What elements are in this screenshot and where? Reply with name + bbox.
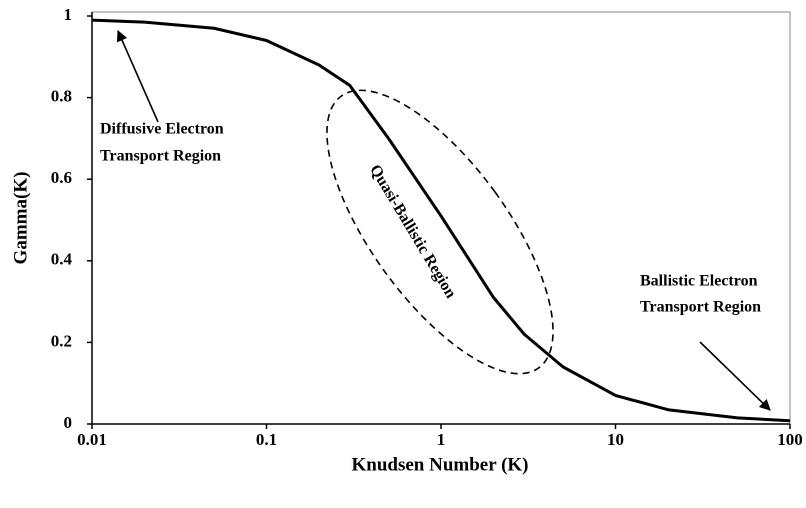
y-tick-label: 0.4 [51,250,73,269]
x-axis-title: Knudsen Number (K) [351,454,528,475]
x-tick-label: 1 [437,430,446,449]
annotation: Quasi-Ballistic Region [366,162,459,302]
annotation: Ballistic Electron [640,273,758,290]
x-tick-label: 0.1 [256,430,277,449]
y-tick-label: 0.8 [51,87,72,106]
annotation: Transport Region [100,148,221,165]
y-axis-title: Gamma(K) [10,172,31,265]
annotation: Diffusive Electron [100,121,224,138]
arrow [116,29,159,123]
y-tick-label: 0.6 [51,168,72,187]
region-ellipse [326,89,554,375]
annotation: Transport Region [640,299,761,316]
y-tick-label: 0 [64,413,73,432]
data-line [91,18,791,423]
y-tick-label: 1 [64,5,73,24]
arrow [699,341,771,411]
x-tick-label: 10 [607,430,624,449]
x-tick-label: 100 [777,430,803,449]
x-tick-label: 0.01 [77,430,107,449]
y-tick-label: 0.2 [51,331,72,350]
